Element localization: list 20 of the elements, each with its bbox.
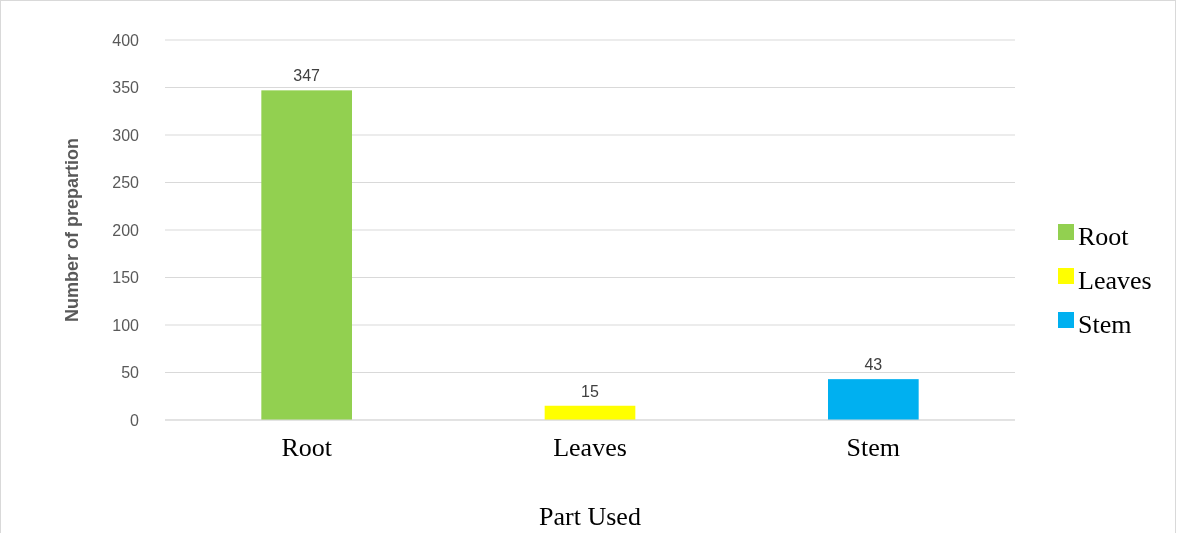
y-tick-label: 300	[112, 126, 140, 144]
data-label: 15	[581, 382, 599, 400]
legend-label: Stem	[1078, 309, 1132, 339]
legend-label: Root	[1078, 221, 1130, 251]
y-tick-label: 250	[112, 174, 140, 192]
data-label: 347	[293, 67, 321, 85]
x-tick-label: Stem	[846, 433, 901, 463]
y-tick-label: 350	[112, 79, 140, 97]
y-tick-label: 400	[112, 31, 140, 49]
x-tick-label: Root	[281, 433, 333, 463]
y-axis-title: Number of prepartion	[62, 137, 82, 323]
x-axis-title: Part Used	[539, 502, 641, 531]
y-tick-label: 0	[130, 411, 140, 429]
legend-label: Leaves	[1078, 265, 1152, 295]
y-tick-label: 50	[121, 364, 140, 382]
y-tick-label: 150	[112, 269, 140, 287]
y-tick-label: 200	[112, 221, 140, 239]
data-label: 43	[864, 356, 883, 374]
x-tick-label: Leaves	[553, 433, 627, 463]
y-tick-label: 100	[112, 316, 140, 334]
